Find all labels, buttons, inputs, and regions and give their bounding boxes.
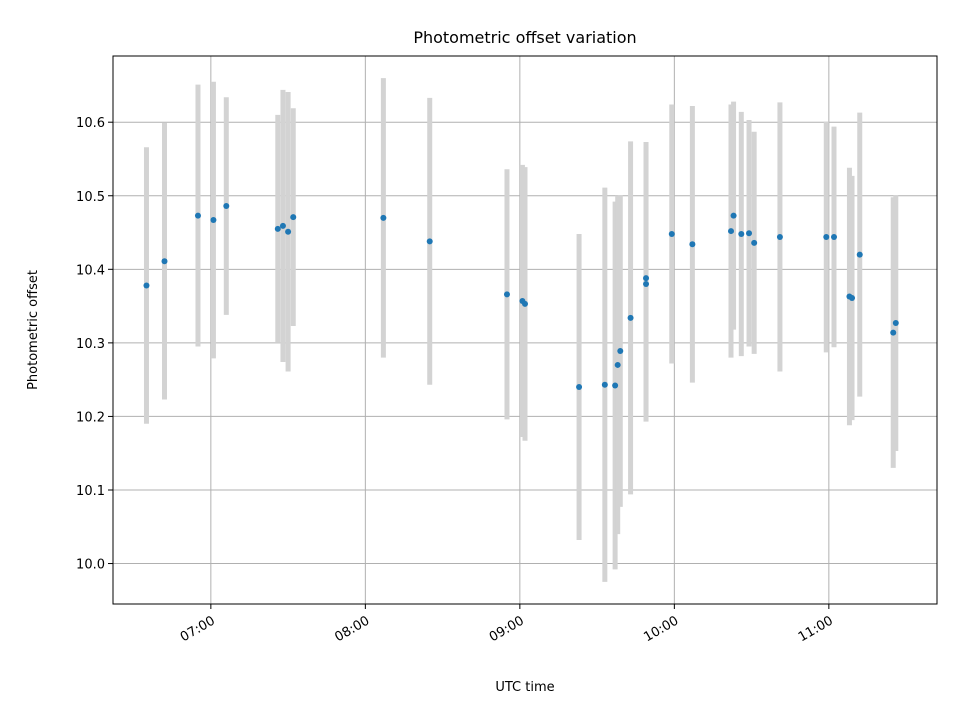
data-point <box>601 381 608 388</box>
data-point <box>738 231 745 238</box>
data-point <box>522 300 528 307</box>
y-axis-label: Photometric offset <box>26 270 41 390</box>
data-point <box>831 233 837 240</box>
data-point <box>194 212 201 219</box>
data-point <box>576 384 583 391</box>
plot-frame <box>112 55 938 605</box>
y-tick-label: 10.1 <box>76 484 105 499</box>
data-point <box>892 320 899 327</box>
data-point <box>643 275 650 282</box>
y-tick-label: 10.2 <box>76 410 105 425</box>
data-points <box>143 203 899 391</box>
data-point <box>849 295 856 302</box>
data-point <box>426 238 433 245</box>
data-point <box>285 228 292 235</box>
data-point <box>612 382 619 389</box>
data-point <box>668 231 675 238</box>
y-tick-label: 10.5 <box>76 190 105 205</box>
data-point <box>728 228 734 235</box>
y-tick-label: 10.4 <box>76 263 105 278</box>
data-point <box>627 314 634 321</box>
data-point <box>730 212 737 219</box>
y-tick-label: 10.6 <box>76 116 105 131</box>
data-point <box>274 225 281 232</box>
error-bars <box>143 78 899 582</box>
data-point <box>746 230 753 237</box>
x-tick-label: 10:00 <box>641 613 681 645</box>
x-axis-label: UTC time <box>495 680 554 695</box>
data-point <box>223 203 230 210</box>
data-point <box>143 282 150 289</box>
data-point <box>617 347 624 354</box>
data-point <box>380 214 387 221</box>
data-point <box>890 329 897 336</box>
data-point <box>614 361 621 368</box>
x-tick-label: 08:00 <box>332 613 372 645</box>
x-tick-label: 09:00 <box>487 613 527 645</box>
data-point <box>503 291 510 298</box>
data-point <box>751 239 758 246</box>
data-point <box>161 258 168 265</box>
data-point <box>643 281 650 288</box>
data-point <box>689 241 696 248</box>
y-tick-label: 10.3 <box>76 337 105 352</box>
data-point <box>279 222 286 229</box>
y-tick-label: 10.0 <box>76 558 105 573</box>
x-tick-label: 07:00 <box>178 613 218 645</box>
data-point <box>210 217 217 224</box>
x-tick-label: 11:00 <box>796 613 836 645</box>
data-point <box>776 233 783 240</box>
chart-title: Photometric offset variation <box>413 28 636 47</box>
data-point <box>290 214 297 221</box>
data-point <box>823 233 830 240</box>
data-point <box>856 251 863 258</box>
